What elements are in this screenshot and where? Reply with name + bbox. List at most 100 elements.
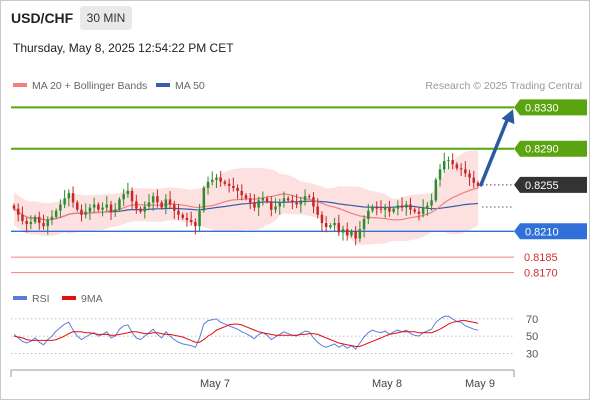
ma50-legend: MA 50 (156, 80, 205, 92)
candle-body (227, 183, 231, 186)
candle-body (320, 214, 324, 224)
ma20-swatch (13, 83, 27, 88)
rsi-tick-label: 50 (526, 331, 538, 343)
projection-arrow-head (501, 109, 515, 125)
candle-body (257, 200, 260, 208)
level-tag-resistance (514, 140, 587, 157)
candle-body (392, 208, 395, 212)
candle-body (67, 193, 71, 199)
candle-body (97, 204, 100, 210)
candle-body (215, 177, 218, 180)
candle-body (211, 179, 214, 182)
candle-body (438, 169, 442, 180)
candle-body (388, 207, 391, 212)
ma50-swatch (156, 83, 170, 88)
timeframe-badge[interactable]: 30 MIN (80, 6, 132, 30)
candle-body (244, 195, 248, 199)
rsi-legend: RSI (13, 293, 50, 305)
rsi-line (13, 315, 479, 350)
candle-body (413, 209, 416, 212)
candle-body (426, 205, 429, 208)
candle-body (130, 191, 134, 202)
ma50-legend-label: MA 50 (175, 80, 205, 92)
candle-body (189, 219, 193, 222)
candle-body (33, 216, 37, 222)
candle-body (282, 198, 286, 203)
candle-body (194, 222, 197, 227)
candle-body (274, 206, 277, 210)
datetime-label: Thursday, May 8, 2025 12:54:22 PM CET (13, 41, 234, 55)
candle-body (151, 196, 155, 203)
candle-body (451, 160, 454, 165)
candle-body (92, 204, 96, 208)
candle-body (308, 196, 311, 198)
candle-body (278, 202, 281, 207)
projection-arrow-shaft (479, 113, 511, 187)
candle-body (17, 208, 20, 215)
candle-body (362, 218, 366, 230)
candle-body (443, 161, 446, 170)
ma20-legend: MA 20 + Bollinger Bands (13, 80, 147, 92)
candle-body (139, 208, 142, 212)
candle-body (476, 182, 480, 186)
candle-body (316, 206, 319, 215)
candle-body (168, 199, 172, 205)
candle-body (261, 198, 265, 201)
level-label-support-minor: 0.8185 (524, 252, 558, 264)
level-label-support-minor: 0.8170 (524, 268, 558, 280)
candle-body (400, 205, 404, 208)
candle-body (223, 181, 227, 184)
candle-body (164, 199, 168, 208)
candle-body (54, 210, 58, 217)
level-labels: 0.8330 0.8290 0.8255 0.8210 0.8185 0.8170 (514, 99, 587, 280)
candle-body (434, 179, 438, 201)
candles (12, 152, 480, 246)
candle-body (354, 231, 357, 239)
x-tick-label: May 9 (465, 378, 495, 390)
candle-body (299, 200, 303, 205)
candle-body (379, 208, 383, 210)
candle-body (265, 198, 269, 202)
candle-body (46, 219, 49, 227)
candle-body (29, 222, 33, 225)
candle-body (88, 207, 92, 212)
candle-body (173, 204, 176, 211)
candle-body (71, 193, 75, 203)
candle-body (303, 196, 307, 201)
candle-body (126, 191, 130, 195)
candle-body (50, 216, 54, 220)
candle-body (42, 223, 45, 227)
level-tag-support (514, 223, 587, 240)
candle-body (232, 185, 235, 188)
candle-body (105, 204, 108, 208)
candle-body (367, 210, 370, 219)
candle-body (80, 209, 83, 215)
candle-body (109, 204, 113, 212)
candle-body (333, 223, 336, 226)
x-tick-label: May 7 (200, 378, 230, 390)
rsi-tick-label: 30 (526, 348, 538, 360)
candle-body (25, 221, 28, 225)
candle-body (472, 177, 475, 183)
level-label-resistance: 0.8290 (525, 144, 559, 156)
candle-body (350, 231, 353, 236)
candle-body (21, 214, 24, 221)
candle-body (147, 202, 151, 207)
rsi-tick-label: 70 (526, 314, 538, 326)
candle-body (181, 214, 184, 218)
candle-body (143, 206, 146, 212)
candle-body (430, 200, 433, 206)
candle-body (38, 216, 41, 223)
ma9-legend: 9MA (62, 293, 103, 305)
candle-body (295, 202, 298, 205)
ma20-legend-label: MA 20 + Bollinger Bands (32, 80, 148, 92)
candle-body (358, 229, 362, 239)
candle-body (329, 225, 332, 228)
candle-body (84, 211, 87, 215)
level-tag-resistance (514, 99, 587, 116)
symbol-title: USD/CHF (11, 10, 74, 26)
level-tag-current (514, 176, 587, 193)
credit-text: Research © 2025 Trading Central (425, 80, 582, 92)
